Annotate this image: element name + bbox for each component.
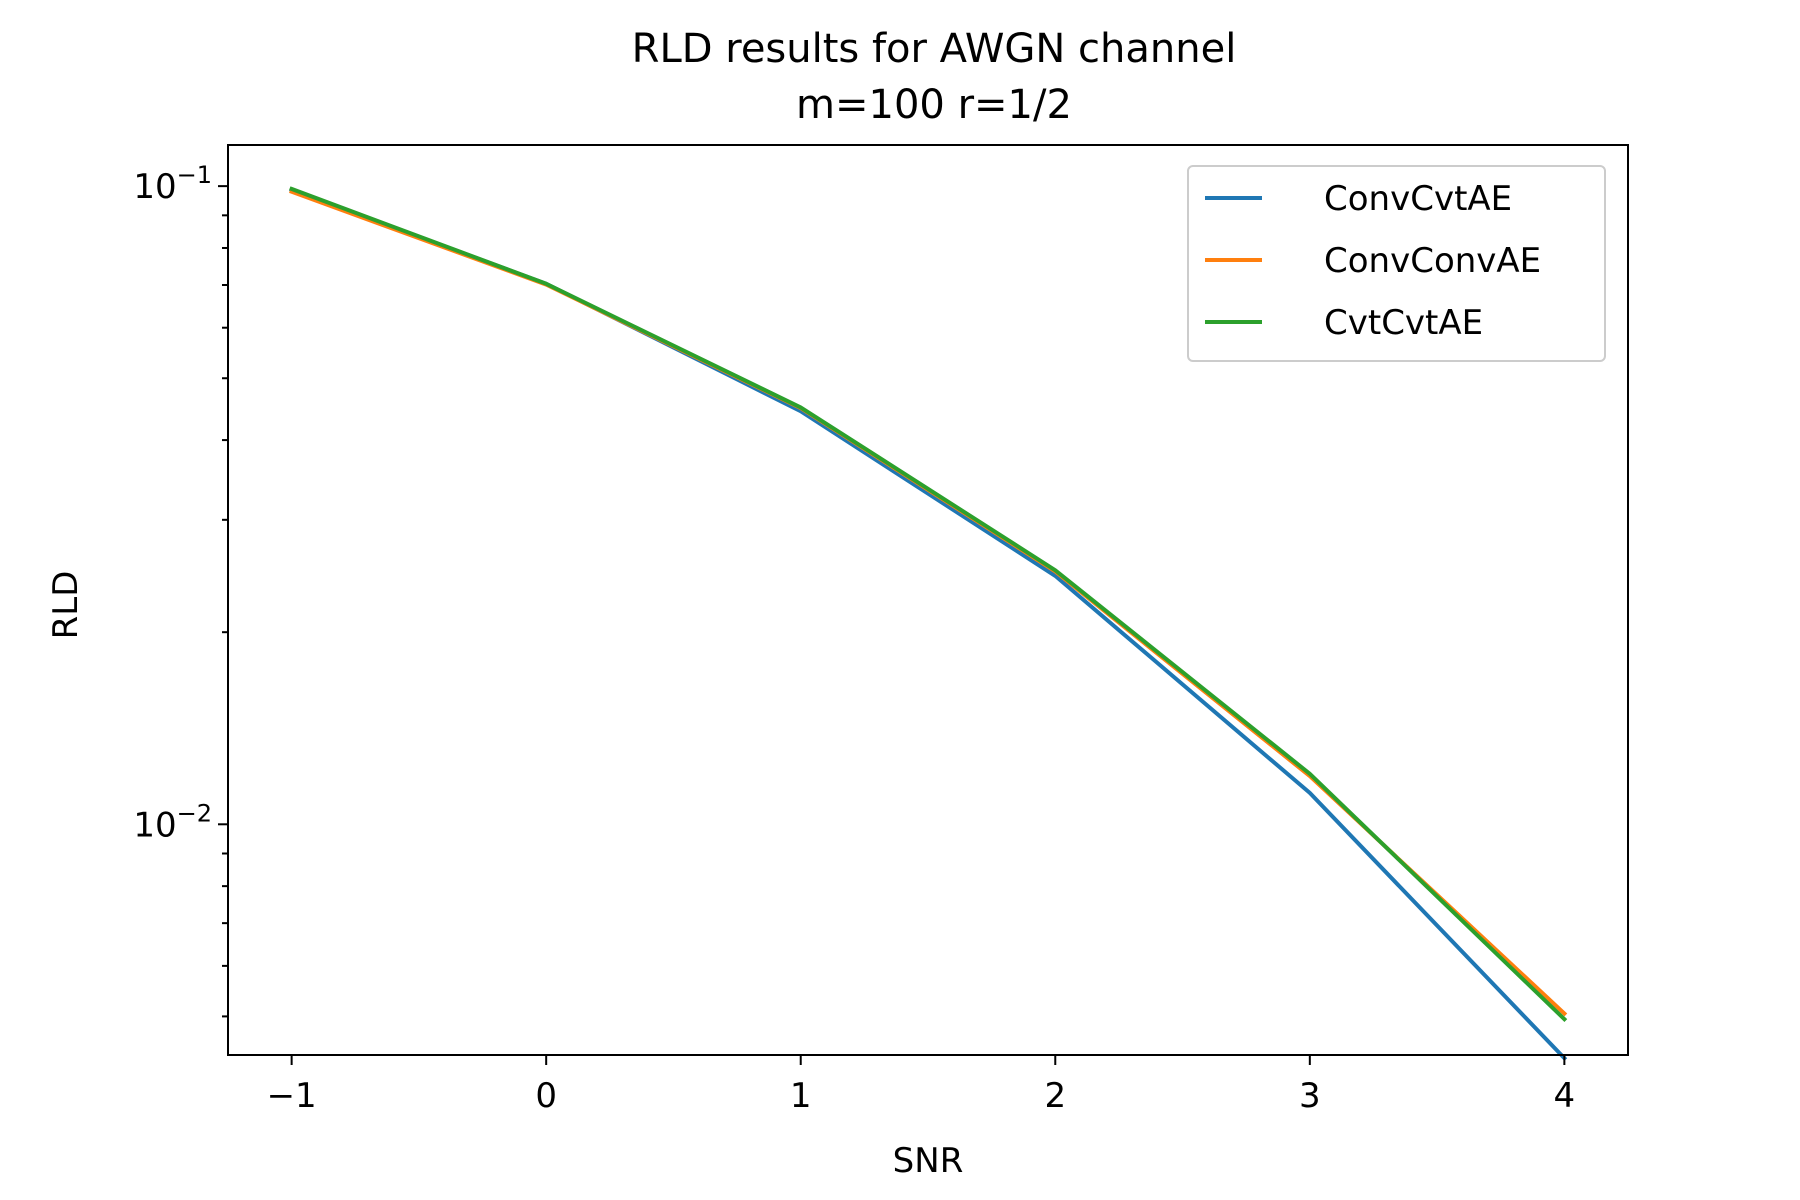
x-tick-label-3: 2 <box>1044 1076 1066 1116</box>
x-tick-label-4: 3 <box>1299 1076 1321 1116</box>
legend-label-convcvtae: ConvCvtAE <box>1324 179 1512 219</box>
legend-box <box>1187 165 1606 362</box>
series-line-cvtcvtae <box>289 186 1568 1023</box>
legend-label-convconvae: ConvConvAE <box>1324 241 1541 281</box>
x-tick-label-1: 0 <box>535 1076 557 1116</box>
y-tick-label-1: 10−2 <box>133 799 212 845</box>
x-tick-label-5: 4 <box>1554 1076 1576 1116</box>
legend-label-cvtcvtae: CvtCvtAE <box>1324 303 1483 343</box>
series-layer <box>289 186 1568 1062</box>
y-axis-label: RLD <box>46 571 86 640</box>
x-tick-label-0: −1 <box>267 1076 317 1116</box>
x-axis-label: SNR <box>893 1141 964 1181</box>
legend-entries: ConvCvtAE ConvConvAE CvtCvtAE <box>1205 179 1541 343</box>
chart-title: RLD results for AWGN channel <box>632 26 1237 72</box>
y-tick-label-0: 10−1 <box>133 161 212 207</box>
plot-frame <box>227 144 1629 1056</box>
x-tick-label-2: 1 <box>790 1076 812 1116</box>
chart-subtitle: m=100 r=1/2 <box>796 82 1072 128</box>
legend: ConvCvtAE ConvConvAE CvtCvtAE <box>1187 165 1606 362</box>
ticks-layer: −1 0 1 2 3 4 10−1 10−2 <box>133 161 1575 1116</box>
